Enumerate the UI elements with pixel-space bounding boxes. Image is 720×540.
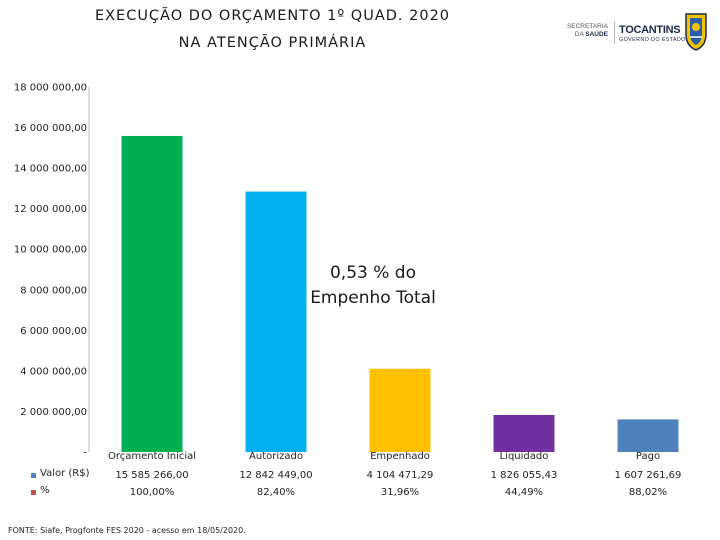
governo-wordmark: GOVERNO DO ESTADO bbox=[619, 37, 686, 43]
bar-chart: - 2 000 000,00 4 000 000,00 6 000 000,00 8 0… bbox=[14, 83, 679, 456]
category-label-4: Pago bbox=[635, 451, 661, 462]
y-tick-label: 4 000 000,00 bbox=[20, 366, 87, 377]
bar-1 bbox=[245, 191, 307, 452]
y-tick-label: 6 000 000,00 bbox=[20, 326, 87, 337]
secretaria-logo-line2b: SAÚDE bbox=[585, 31, 608, 38]
pct-cell-3: 44,49% bbox=[504, 487, 544, 498]
y-tick-label: - bbox=[83, 448, 87, 456]
pct-cell-1: 82,40% bbox=[256, 487, 296, 498]
y-tick-label: 18 000 000,00 bbox=[14, 83, 87, 94]
y-tick-label: 10 000 000,00 bbox=[14, 245, 87, 256]
pct-cell-0: 100,00% bbox=[129, 487, 175, 498]
valor-cell-1: 12 842 449,00 bbox=[239, 470, 313, 481]
y-axis-ticks: - 2 000 000,00 4 000 000,00 6 000 000,00 8 0… bbox=[14, 83, 88, 456]
valor-cell-0: 15 585 266,00 bbox=[115, 470, 189, 481]
y-tick-label: 12 000 000,00 bbox=[14, 204, 87, 215]
category-label-2: Empenhado bbox=[370, 451, 430, 462]
tocantins-wordmark: TOCANTINS bbox=[619, 24, 681, 36]
bar-2 bbox=[369, 368, 431, 452]
legend-key-valor bbox=[31, 473, 36, 478]
logo-divider bbox=[614, 22, 615, 44]
bar-0 bbox=[121, 135, 183, 452]
bar-3 bbox=[493, 414, 555, 452]
chart-title-line-2: NA ATENÇÃO PRIMÁRIA bbox=[178, 35, 367, 51]
y-tick-label: 8 000 000,00 bbox=[20, 285, 87, 296]
secretaria-logo-line1: SECRETARIA bbox=[566, 23, 608, 30]
chart-title-line-1: EXECUÇÃO DO ORÇAMENTO 1º QUAD. 2020 bbox=[94, 8, 451, 24]
row-label-pct: % bbox=[40, 485, 50, 496]
source-note: FONTE: Siafe, Progfonte FES 2020 - acess… bbox=[8, 526, 246, 535]
pct-cell-2: 31,96% bbox=[380, 487, 420, 498]
bars bbox=[121, 135, 679, 452]
bar-4 bbox=[617, 419, 679, 452]
y-tick-label: 2 000 000,00 bbox=[20, 407, 87, 418]
pct-cell-4: 88,02% bbox=[628, 487, 668, 498]
valor-cell-2: 4 104 471,29 bbox=[366, 470, 434, 481]
valor-cell-4: 1 607 261,69 bbox=[614, 470, 682, 481]
category-label-1: Autorizado bbox=[249, 451, 303, 462]
secretaria-logo-line2a: DA bbox=[574, 31, 586, 38]
category-label-3: Liquidado bbox=[499, 451, 549, 462]
legend-key-pct bbox=[31, 490, 36, 495]
category-label-0: Orçamento Inicial bbox=[107, 451, 197, 462]
y-tick-label: 16 000 000,00 bbox=[14, 123, 87, 134]
annotation-empenho: 0,53 % do Empenho Total bbox=[310, 263, 436, 308]
y-tick-label: 14 000 000,00 bbox=[14, 164, 87, 175]
valor-cell-3: 1 826 055,43 bbox=[490, 470, 558, 481]
secretaria-logo: SECRETARIA DA SAÚDE bbox=[562, 23, 608, 39]
row-label-valor: Valor (R$) bbox=[40, 468, 90, 479]
header-logos: SECRETARIA DA SAÚDE TOCANTINS GOVERNO DO… bbox=[562, 8, 712, 52]
state-crest-icon bbox=[685, 13, 707, 51]
